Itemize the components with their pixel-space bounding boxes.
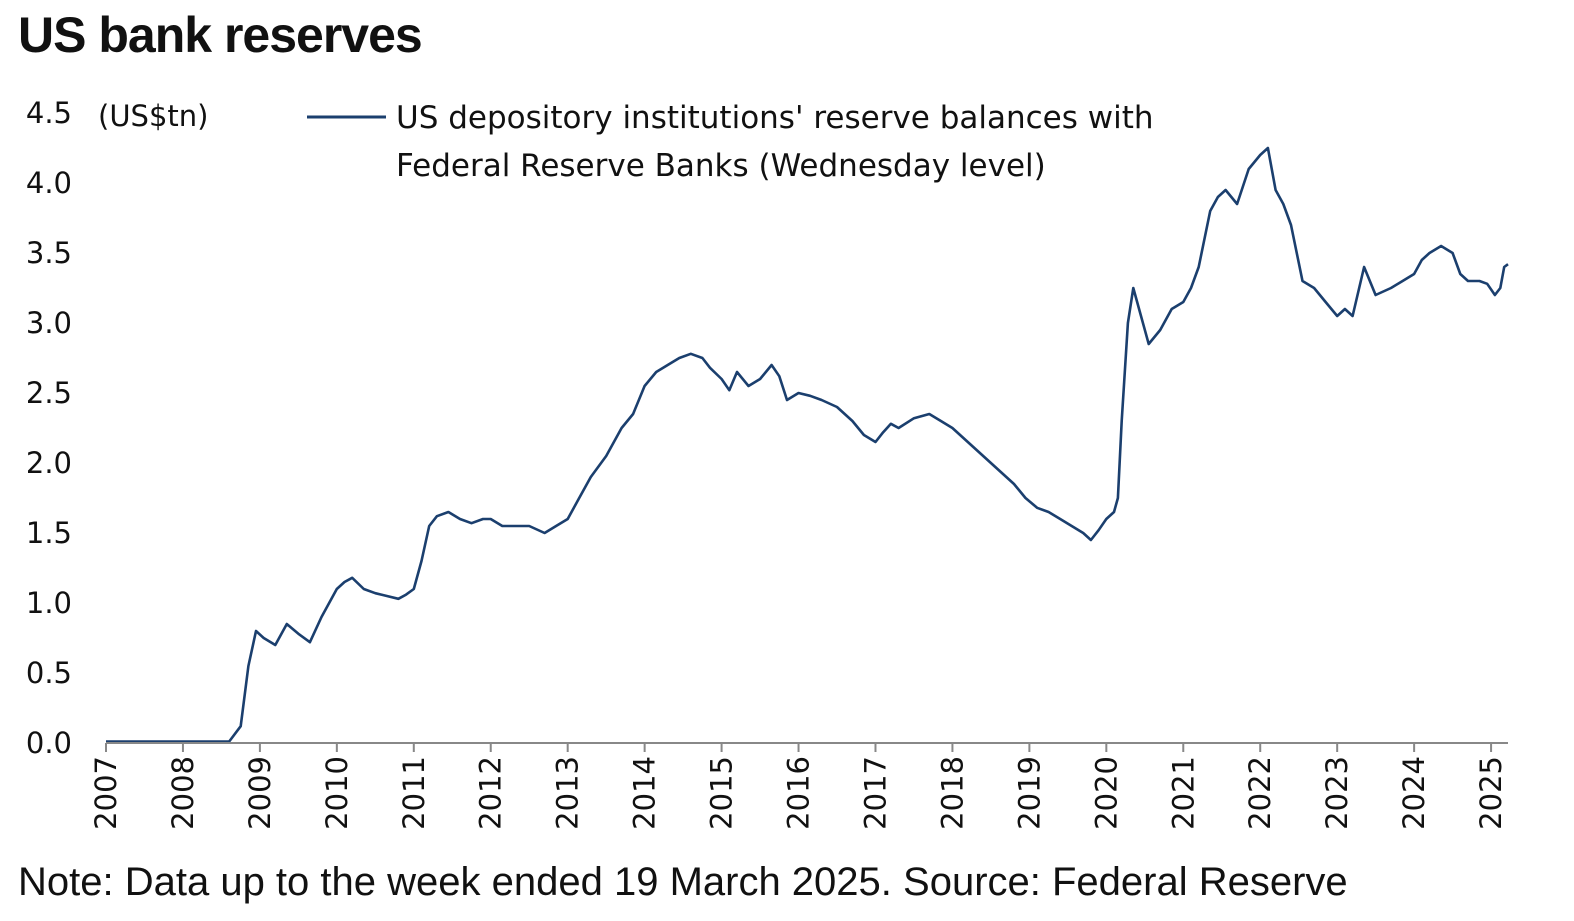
x-tick-label: 2024 <box>1397 756 1431 830</box>
y-tick-label: 0.5 <box>26 656 72 690</box>
x-tick-label: 2011 <box>397 756 431 830</box>
chart-title: US bank reserves <box>18 7 423 63</box>
legend-label-line-2: Federal Reserve Banks (Wednesday level) <box>396 148 1046 184</box>
y-axis-ticks: 0.0 0.5 1.0 1.5 2.0 2.5 3.0 3.5 4.0 4.5 <box>26 96 72 760</box>
y-tick-label: 2.0 <box>26 446 72 480</box>
x-tick-label: 2015 <box>705 756 739 830</box>
y-tick-label: 1.5 <box>26 516 72 550</box>
y-axis-unit-label: (US$tn) <box>98 99 208 133</box>
x-tick-label: 2012 <box>474 756 508 830</box>
source-note: Note: Data up to the week ended 19 March… <box>18 860 1348 904</box>
y-tick-label: 0.0 <box>26 726 72 760</box>
legend: US depository institutions' reserve bala… <box>307 100 1154 184</box>
x-tick-label: 2009 <box>243 756 277 830</box>
y-tick-label: 4.5 <box>26 96 72 130</box>
y-tick-label: 3.5 <box>26 236 72 270</box>
y-tick-label: 4.0 <box>26 166 72 200</box>
x-tick-label: 2016 <box>782 756 816 830</box>
x-tick-label: 2013 <box>551 756 585 830</box>
y-tick-label: 3.0 <box>26 306 72 340</box>
x-tick-label: 2010 <box>320 756 354 830</box>
x-tick-label: 2021 <box>1166 756 1200 830</box>
x-tick-label: 2017 <box>858 756 892 830</box>
x-tick-label: 2007 <box>89 756 123 830</box>
x-tick-label: 2018 <box>935 756 969 830</box>
x-tick-label: 2023 <box>1320 756 1354 830</box>
y-tick-label: 2.5 <box>26 376 72 410</box>
x-tick-label: 2008 <box>166 756 200 830</box>
legend-label-line-1: US depository institutions' reserve bala… <box>396 100 1154 136</box>
x-tick-label: 2025 <box>1474 756 1508 830</box>
series-line-reserve-balances <box>106 146 1509 743</box>
x-tick-label: 2014 <box>628 756 662 830</box>
x-tick-label: 2022 <box>1243 756 1277 830</box>
x-tick-label: 2019 <box>1012 756 1046 830</box>
y-tick-label: 1.0 <box>26 586 72 620</box>
x-axis-ticks: 2007 2008 2009 2010 2011 2012 2013 2014 2015 2016… <box>89 743 1508 830</box>
x-tick-label: 2020 <box>1089 756 1123 830</box>
